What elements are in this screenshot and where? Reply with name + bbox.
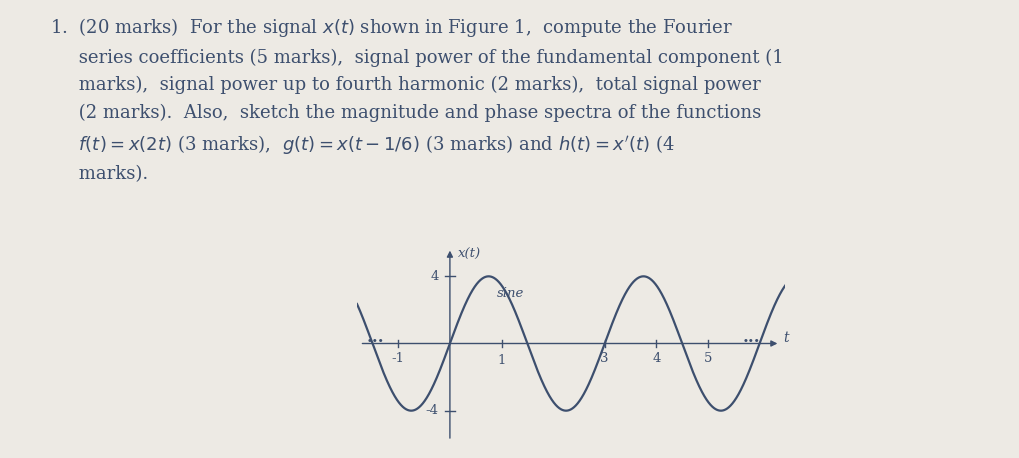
Text: sine: sine [496,287,523,300]
Text: 4: 4 [430,270,438,283]
Text: -4: -4 [425,404,438,417]
Text: 1: 1 [497,354,505,367]
Text: 3: 3 [600,352,608,365]
Text: x(t): x(t) [458,248,480,261]
Text: -1: -1 [391,352,405,365]
Text: 1.  (20 marks)  For the signal $x(t)$ shown in Figure 1,  compute the Fourier
  : 1. (20 marks) For the signal $x(t)$ show… [50,16,784,183]
Text: ...: ... [366,329,383,346]
Text: 5: 5 [703,352,711,365]
Text: t: t [782,331,788,344]
Text: ...: ... [742,329,760,346]
Text: 4: 4 [651,352,660,365]
